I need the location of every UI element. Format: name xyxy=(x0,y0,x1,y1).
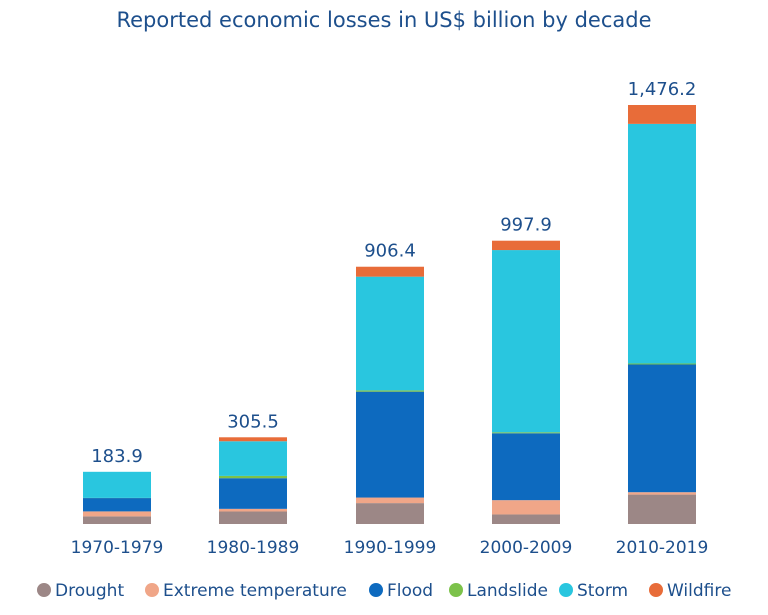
legend-marker xyxy=(449,583,463,597)
x-tick-label: 1970-1979 xyxy=(71,538,164,558)
total-label: 997.9 xyxy=(500,215,552,236)
bar-segment-drought xyxy=(83,516,151,524)
bar-segment-flood xyxy=(219,478,287,509)
legend-item: Wildfire xyxy=(649,581,731,601)
bar-segment-extreme-temperature xyxy=(83,511,151,517)
legend-item: Flood xyxy=(369,581,433,601)
bar-segment-extreme-temperature xyxy=(356,497,424,504)
bar-segment-landslide xyxy=(219,475,287,479)
total-label: 305.5 xyxy=(227,411,279,432)
bar-segment-landslide xyxy=(492,432,560,434)
bar-segment-drought xyxy=(628,494,696,524)
legend-marker xyxy=(369,583,383,597)
bar-segment-extreme-temperature xyxy=(492,500,560,515)
bar-segment-wildfire xyxy=(492,240,560,251)
bar-segment-storm xyxy=(356,276,424,391)
bar-segment-wildfire xyxy=(628,105,696,124)
bar-segment-storm xyxy=(492,250,560,433)
bar-segment-wildfire xyxy=(356,266,424,277)
bar-segment-storm xyxy=(83,471,151,498)
legend-marker xyxy=(37,583,51,597)
legend-item: Drought xyxy=(37,581,124,601)
total-label: 183.9 xyxy=(91,446,143,467)
bar-segment-flood xyxy=(492,433,560,501)
bar-segment-drought xyxy=(492,514,560,524)
bar-stack-1990-1999 xyxy=(356,266,424,524)
total-label: 1,476.2 xyxy=(628,79,697,100)
legend-item: Storm xyxy=(559,581,628,601)
bar-segment-drought xyxy=(219,511,287,524)
chart-title: Reported economic losses in US$ billion … xyxy=(116,8,651,32)
x-tick-label: 2000-2009 xyxy=(480,538,573,558)
x-tick-label: 1980-1989 xyxy=(207,538,300,558)
x-tick-label: 1990-1999 xyxy=(344,538,437,558)
x-tick-label: 2010-2019 xyxy=(616,538,709,558)
legend-marker xyxy=(559,583,573,597)
bar-segment-flood xyxy=(356,391,424,498)
bar-segment-wildfire xyxy=(219,437,287,442)
legend-marker xyxy=(649,583,663,597)
legend-label: Extreme temperature xyxy=(163,581,347,601)
x-axis-ticks: 1970-1979 1980-1989 1990-1999 2000-2009 2010… xyxy=(71,538,709,558)
bar-stack-2010-2019 xyxy=(628,105,696,524)
legend-label: Drought xyxy=(55,581,124,601)
bar-segment-extreme-temperature xyxy=(219,508,287,512)
bar-segment-drought xyxy=(356,503,424,524)
bar-segment-flood xyxy=(628,364,696,493)
legend-label: Wildfire xyxy=(667,581,731,601)
bar-segment-landslide xyxy=(628,363,696,365)
total-label: 906.4 xyxy=(364,241,416,262)
bar-segment-landslide xyxy=(356,390,424,392)
legend-label: Storm xyxy=(577,581,628,601)
bar-segment-storm xyxy=(219,441,287,476)
bars: 183.9 305.5 906.4 997.9 1,476.2 xyxy=(83,79,696,524)
bar-stack-2000-2009 xyxy=(492,240,560,524)
legend-item: Extreme temperature xyxy=(145,581,347,601)
bar-segment-flood xyxy=(83,498,151,512)
legend-marker xyxy=(145,583,159,597)
legend-label: Flood xyxy=(387,581,433,601)
legend-item: Landslide xyxy=(449,581,548,601)
bar-stack-1980-1989 xyxy=(219,437,287,524)
legend: Drought Extreme temperature Flood Landslide… xyxy=(37,581,731,601)
bar-segment-storm xyxy=(628,123,696,364)
legend-label: Landslide xyxy=(467,581,548,601)
bar-stack-1970-1979 xyxy=(83,471,151,524)
bar-segment-extreme-temperature xyxy=(628,492,696,495)
